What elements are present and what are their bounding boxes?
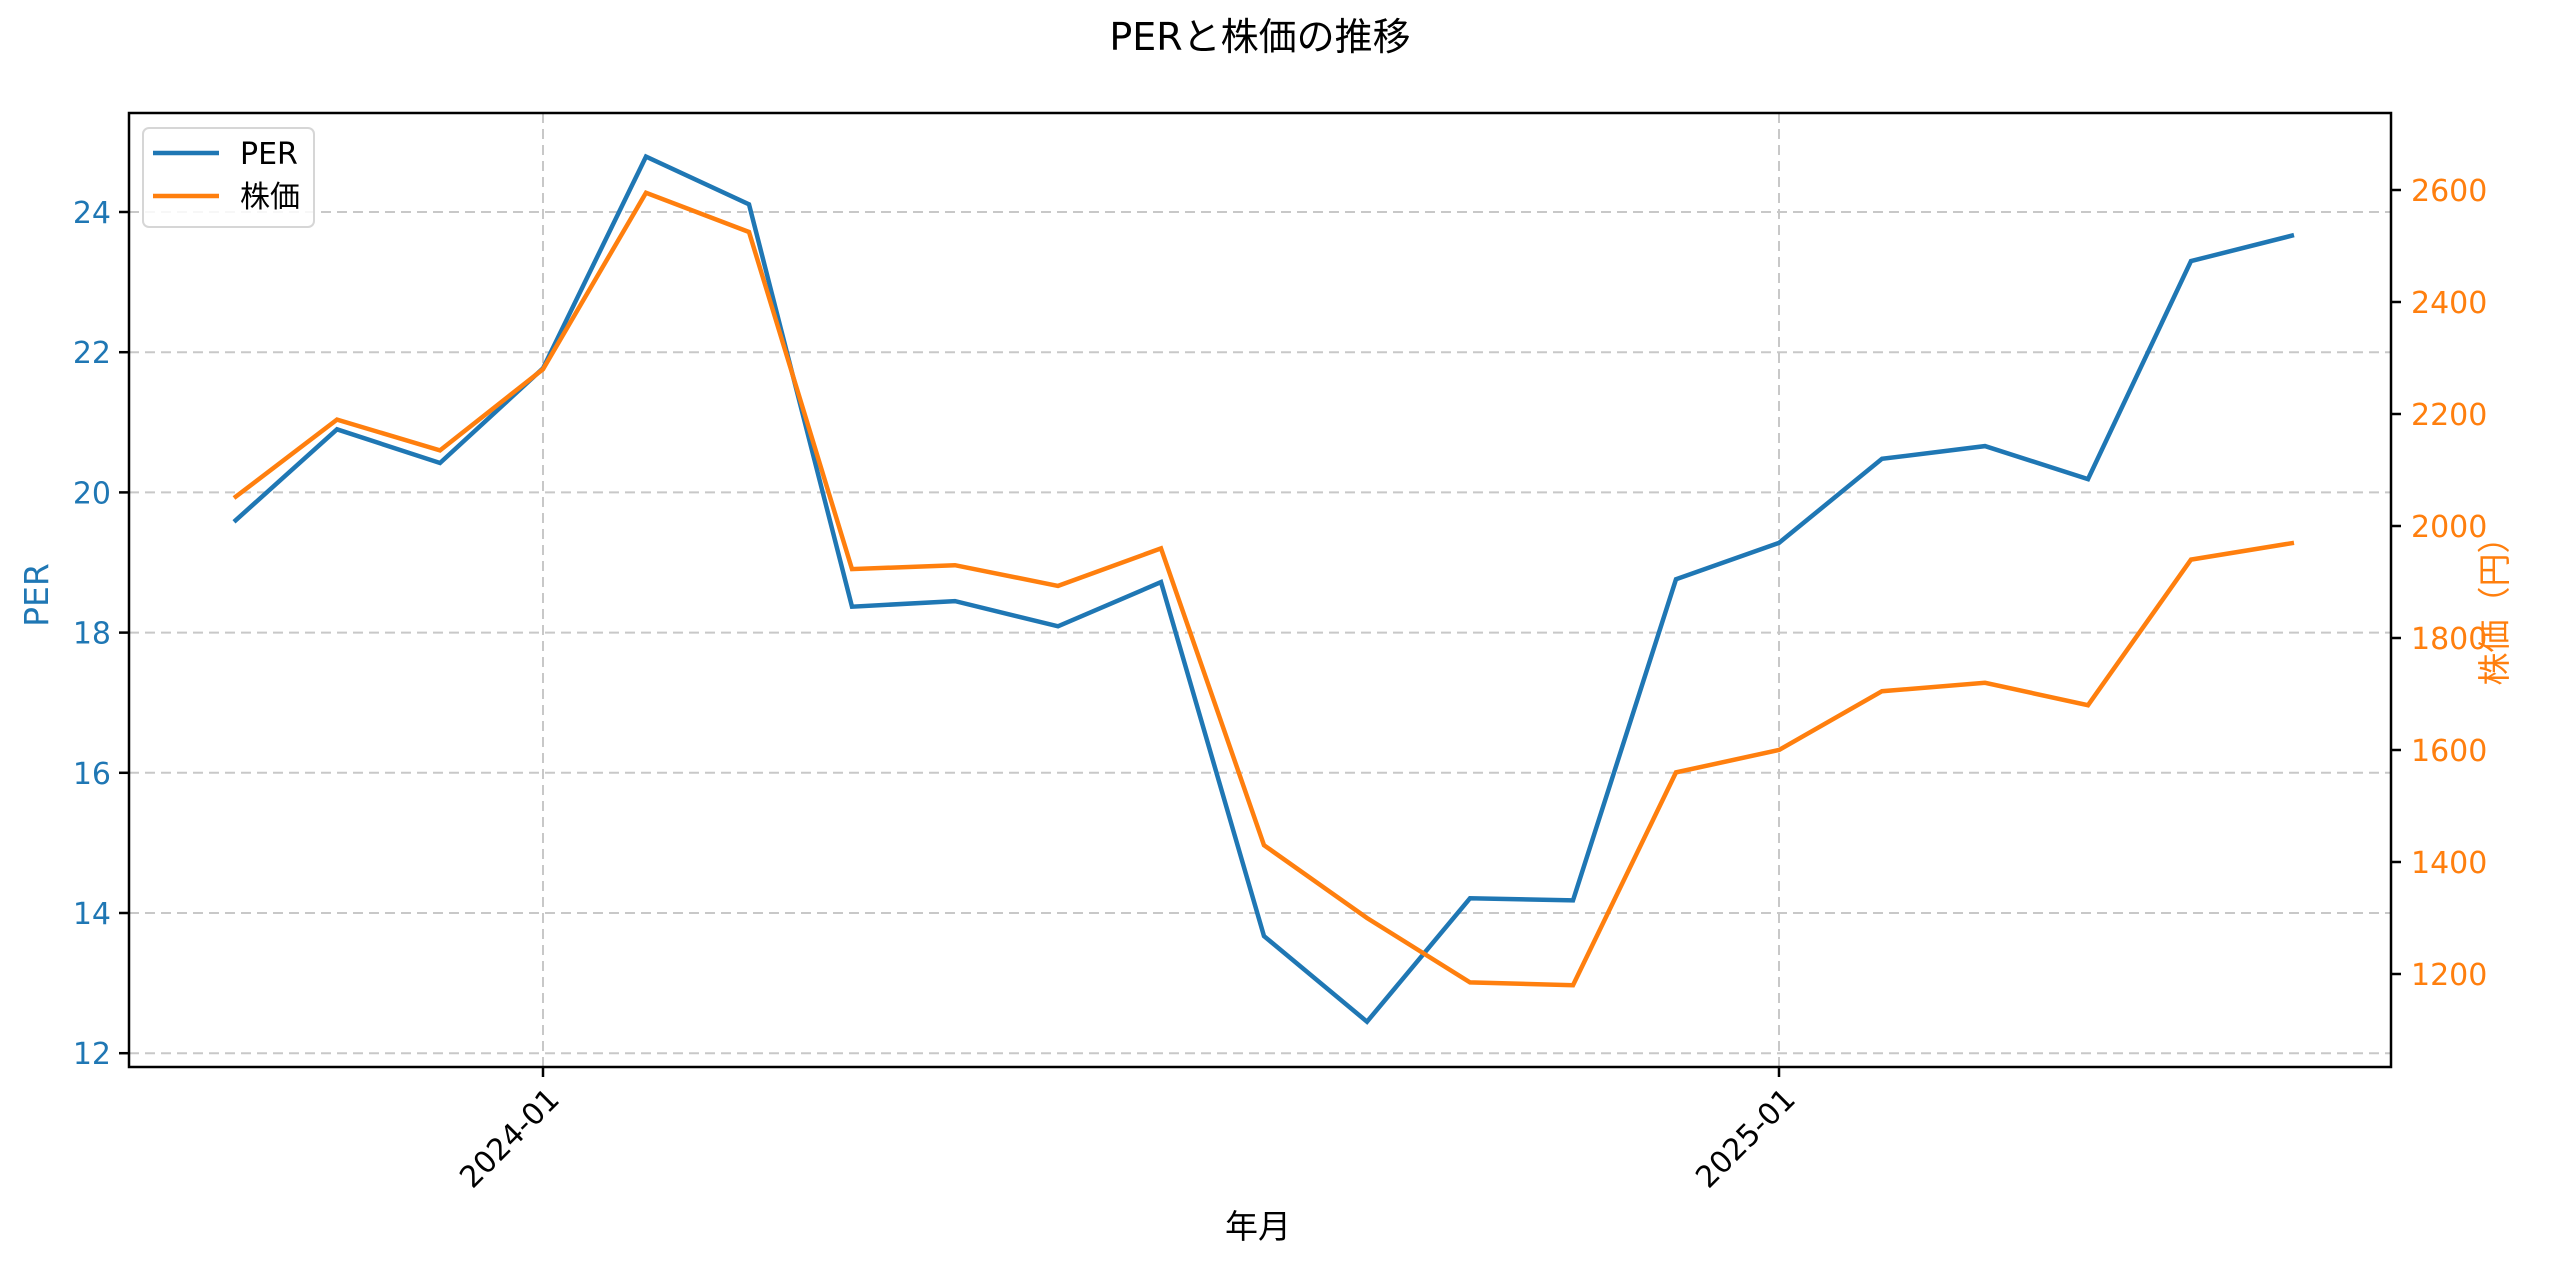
price-line <box>232 190 2295 988</box>
y-tick-label-left: 12 <box>73 1037 111 1072</box>
y-tick-label-right: 2200 <box>2411 398 2487 433</box>
y-tick-label-right: 1600 <box>2411 734 2487 769</box>
legend-per-label: PER <box>240 137 298 172</box>
y-tick-label-left: 18 <box>73 617 111 652</box>
gridlines <box>129 113 2391 1067</box>
y-tick-label-left: 20 <box>73 476 111 511</box>
plot-area-frame <box>127 111 2393 1069</box>
series-lines <box>232 153 2295 1025</box>
x-tick-label: 2024-01 <box>453 1082 566 1195</box>
y-tick-label-left: 22 <box>73 336 111 371</box>
legend-price-label: 株価 <box>240 180 300 215</box>
x-axis-label: 年月 <box>1225 1207 1291 1246</box>
y-tick-label-right: 2600 <box>2411 174 2487 209</box>
right-y-axis: 1200 1400 1600 1800 2000 2200 2400 2600 <box>2391 174 2487 993</box>
left-y-axis: 12 14 16 18 20 22 24 <box>73 196 129 1072</box>
y-tick-label-right: 1400 <box>2411 846 2487 881</box>
per-line <box>232 153 2295 1025</box>
x-tick-label: 2025-01 <box>1689 1082 1802 1195</box>
y-tick-label-right: 1800 <box>2411 622 2487 657</box>
legend: PER 株価 <box>142 127 315 228</box>
y-tick-label-right: 2000 <box>2411 510 2487 545</box>
y-tick-label-right: 1200 <box>2411 958 2487 993</box>
y-tick-label-right: 2400 <box>2411 286 2487 321</box>
y-tick-label-left: 16 <box>73 757 111 792</box>
y-tick-label-left: 24 <box>73 196 111 231</box>
y-axis-label-left: PER <box>17 563 56 627</box>
x-axis: 2024-01 2025-01 <box>453 1067 1803 1195</box>
y-tick-label-left: 14 <box>73 897 111 932</box>
chart-title: PERと株価の推移 <box>1109 15 1410 59</box>
y-axis-label-right: 株価（円） <box>2475 521 2514 686</box>
